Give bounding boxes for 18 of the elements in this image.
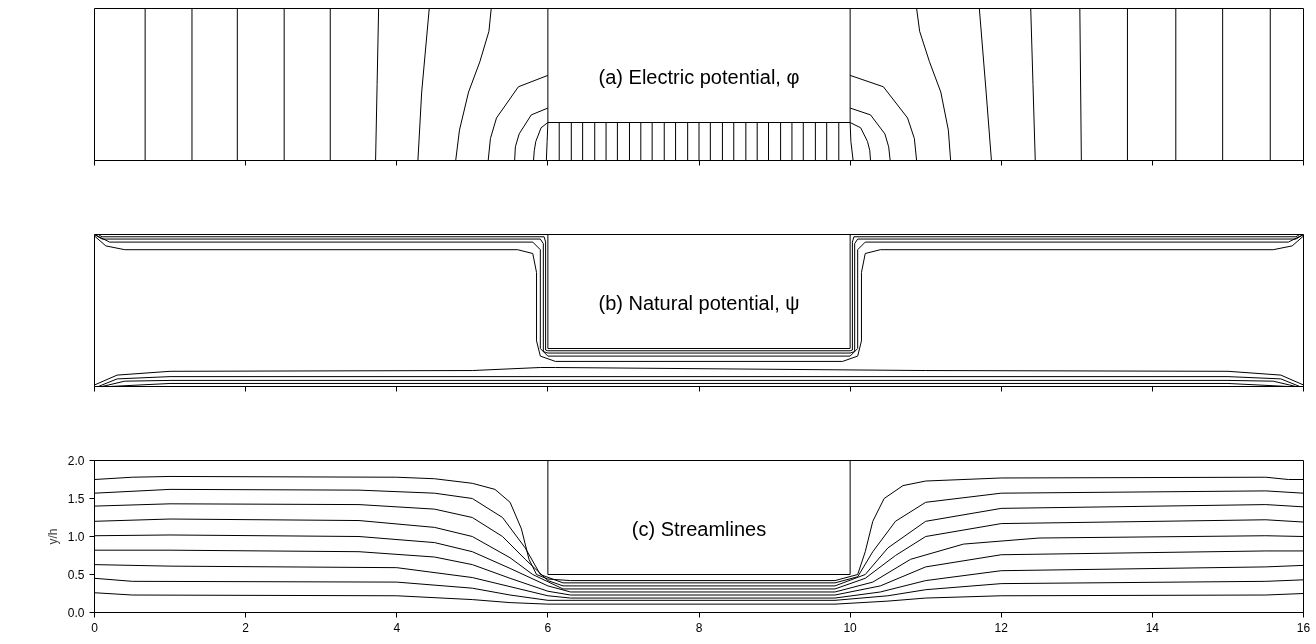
y-tick-label: 1.5 <box>67 492 85 506</box>
x-tick-label: 14 <box>1145 620 1160 635</box>
text: (b) Natural potential, ψ <box>598 291 800 314</box>
y-tick-label: 0.0 <box>67 606 85 620</box>
y-tick-label: 0.5 <box>67 568 85 582</box>
x-tick-label: 0 <box>91 620 99 635</box>
y-tick-label: 1.0 <box>67 530 85 544</box>
x-tick-label: 12 <box>994 620 1009 635</box>
text: (c) Streamlines <box>631 517 767 540</box>
x-tick-label: 16 <box>1296 620 1311 635</box>
x-tick-label: 4 <box>393 620 401 635</box>
x-tick-label: 6 <box>544 620 552 635</box>
y-axis-title: y/h <box>45 528 60 545</box>
x-tick-label: 10 <box>843 620 858 635</box>
x-tick-label: 2 <box>242 620 250 635</box>
y-tick-label: 2.0 <box>67 454 85 468</box>
text: (a) Electric potential, φ <box>598 65 800 88</box>
x-tick-label: 8 <box>695 620 703 635</box>
